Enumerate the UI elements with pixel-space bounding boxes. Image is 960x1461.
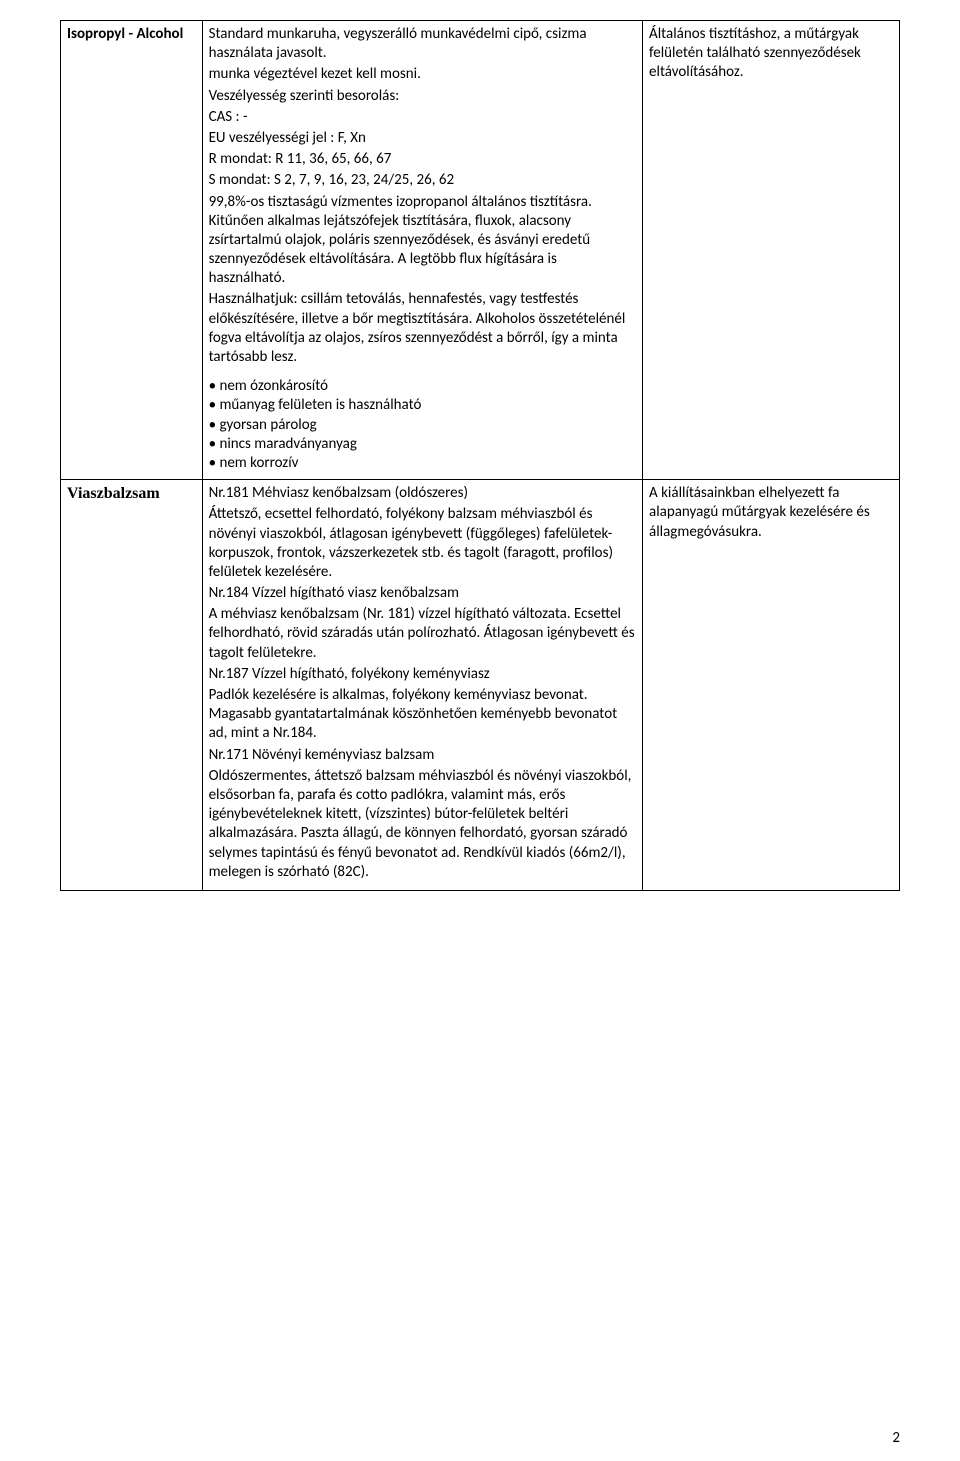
desc-paragraph: Veszélyesség szerinti besorolás: bbox=[209, 87, 636, 106]
row1-label-cell: Viaszbalzsam bbox=[61, 480, 203, 891]
desc-paragraph: Áttetsző, ecsettel felhordató, folyékony… bbox=[209, 505, 636, 582]
bullet-line: • gyorsan párolog bbox=[209, 416, 636, 435]
bullet-line: • nincs maradványanyag bbox=[209, 435, 636, 454]
desc-bullets: • nem ózonkárosító • műanyag felületen i… bbox=[209, 377, 636, 473]
bullet-line: • nem korrozív bbox=[209, 454, 636, 473]
desc-paragraph: Padlók kezelésére is alkalmas, folyékony… bbox=[209, 686, 636, 744]
desc-paragraph: Használhatjuk: csillám tetoválás, hennaf… bbox=[209, 290, 636, 367]
row0-label: Isopropyl - Alcohol bbox=[67, 25, 183, 43]
bullet-line: • műanyag felületen is használható bbox=[209, 396, 636, 415]
desc-paragraph: Nr.187 Vízzel hígítható, folyékony kemén… bbox=[209, 665, 636, 684]
desc-paragraph: Oldószermentes, áttetsző balzsam méhvias… bbox=[209, 767, 636, 882]
desc-paragraph: Nr.171 Növényi keményviasz balzsam bbox=[209, 746, 636, 765]
row1-label: Viaszbalzsam bbox=[67, 485, 160, 502]
table-row: Viaszbalzsam Nr.181 Méhviasz kenőbalzsam… bbox=[61, 480, 900, 891]
desc-paragraph: Nr.181 Méhviasz kenőbalzsam (oldószeres) bbox=[209, 484, 636, 503]
desc-paragraph: Standard munkaruha, vegyszerálló munkavé… bbox=[209, 25, 636, 63]
desc-paragraph: EU veszélyességi jel : F, Xn bbox=[209, 129, 636, 148]
document-page: Isopropyl - Alcohol Standard munkaruha, … bbox=[0, 0, 960, 1461]
bullet-line: • nem ózonkárosító bbox=[209, 377, 636, 396]
row1-desc-cell: Nr.181 Méhviasz kenőbalzsam (oldószeres)… bbox=[202, 480, 642, 891]
desc-paragraph: S mondat: S 2, 7, 9, 16, 23, 24/25, 26, … bbox=[209, 171, 636, 190]
row0-use-cell: Általános tisztításhoz, a műtárgyak felü… bbox=[643, 21, 900, 480]
desc-paragraph: 99,8%-os tisztaságú vízmentes izopropano… bbox=[209, 193, 636, 289]
use-text: A kiállításainkban elhelyezett fa alapan… bbox=[649, 484, 893, 542]
row1-use-cell: A kiállításainkban elhelyezett fa alapan… bbox=[643, 480, 900, 891]
main-table: Isopropyl - Alcohol Standard munkaruha, … bbox=[60, 20, 900, 891]
row0-label-cell: Isopropyl - Alcohol bbox=[61, 21, 203, 480]
desc-paragraph: R mondat: R 11, 36, 65, 66, 67 bbox=[209, 150, 636, 169]
table-row: Isopropyl - Alcohol Standard munkaruha, … bbox=[61, 21, 900, 480]
desc-paragraph: CAS : - bbox=[209, 108, 636, 127]
desc-paragraph: munka végeztével kezet kell mosni. bbox=[209, 65, 636, 84]
page-number: 2 bbox=[892, 1429, 900, 1447]
desc-paragraph: Nr.184 Vízzel hígítható viasz kenőbalzsa… bbox=[209, 584, 636, 603]
desc-paragraph: A méhviasz kenőbalzsam (Nr. 181) vízzel … bbox=[209, 605, 636, 663]
row0-desc-cell: Standard munkaruha, vegyszerálló munkavé… bbox=[202, 21, 642, 480]
use-text: Általános tisztításhoz, a műtárgyak felü… bbox=[649, 25, 893, 83]
